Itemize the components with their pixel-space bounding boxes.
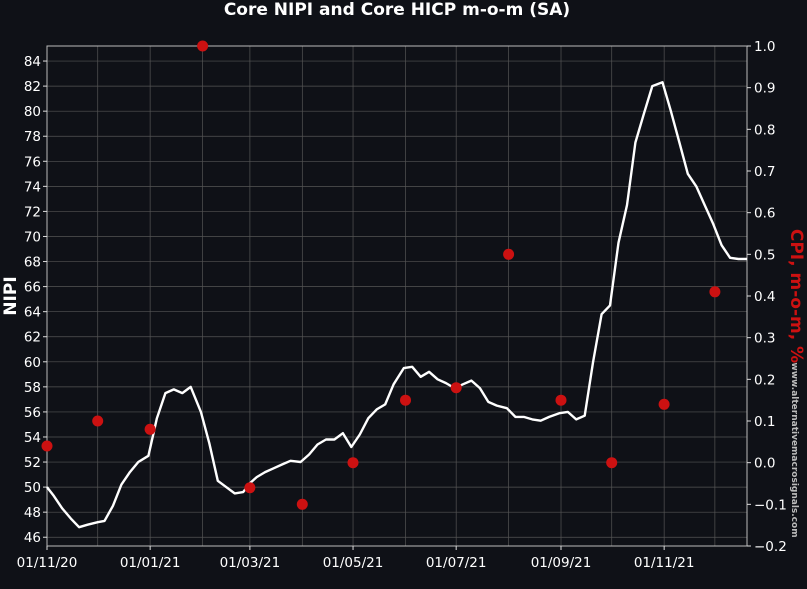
left-tick-label: 62	[24, 330, 41, 346]
cpi-point	[606, 457, 618, 469]
left-axis-label: NIPI	[1, 276, 21, 315]
left-tick-label: 76	[24, 154, 41, 170]
x-tick-label: 01/01/21	[120, 555, 181, 571]
cpi-point	[400, 394, 411, 406]
cpi-point	[450, 382, 462, 394]
right-tick-label: −0.2	[754, 539, 787, 555]
chart-title: Core NIPI and Core HICP m-o-m (SA)	[224, 0, 570, 20]
right-tick-label: −0.1	[754, 497, 787, 513]
right-tick-label: 1.0	[754, 39, 775, 55]
left-tick-label: 64	[24, 305, 41, 321]
right-tick-label: 0.5	[754, 247, 775, 263]
series-layer	[41, 40, 747, 529]
left-tick-label: 54	[24, 430, 41, 446]
left-tick-label: 66	[24, 280, 41, 296]
cpi-point	[144, 423, 156, 435]
left-tick-label: 56	[24, 405, 41, 421]
left-tick-label: 46	[24, 530, 41, 546]
x-tick-label: 01/05/21	[323, 555, 384, 571]
grid	[47, 46, 747, 546]
right-axis-ticks: −0.2 −0.1 0.0 0.1 0.2 0.3 0.4 0.5 0.6 0.7 0.8 0.9 1.…	[747, 39, 787, 555]
left-tick-label: 58	[24, 380, 41, 396]
cpi-point	[296, 498, 308, 510]
cpi-point	[555, 394, 567, 406]
left-tick-label: 74	[24, 179, 41, 195]
cpi-point	[197, 40, 209, 52]
x-tick-label: 01/03/21	[220, 555, 281, 571]
left-tick-label: 80	[24, 104, 41, 120]
left-tick-label: 82	[24, 79, 41, 95]
x-tick-label: 01/09/21	[531, 555, 592, 571]
cpi-point	[709, 286, 721, 298]
cpi-point	[658, 398, 670, 410]
left-tick-label: 70	[24, 229, 41, 245]
x-axis-ticks: 01/11/20 01/01/21 01/03/21 01/05/21 01/07/21…	[17, 546, 695, 571]
cpi-point	[41, 440, 53, 452]
left-tick-label: 84	[24, 54, 41, 70]
left-tick-label: 78	[24, 129, 41, 145]
cpi-point	[92, 415, 104, 427]
left-tick-label: 72	[24, 204, 41, 220]
left-axis-ticks: 46 48 50 52 54 56 58 60 62 64 66 68 70 72 74 76 78 80 82 84	[24, 54, 47, 546]
right-tick-label: 0.8	[754, 122, 775, 138]
watermark: www.alternativemacrosignals.com	[789, 362, 799, 537]
left-tick-label: 68	[24, 255, 41, 271]
cpi-point	[244, 482, 256, 494]
right-tick-label: 0.6	[754, 206, 775, 222]
right-tick-label: 0.4	[754, 289, 775, 305]
left-tick-label: 52	[24, 455, 41, 471]
left-tick-label: 60	[24, 355, 41, 371]
series-line-nipi	[46, 81, 747, 529]
right-tick-label: 0.2	[754, 372, 775, 388]
left-tick-label: 50	[24, 480, 41, 496]
right-axis-label: CPI, m-o-m, %	[786, 229, 806, 363]
right-tick-label: 0.9	[754, 81, 775, 97]
cpi-point	[503, 248, 515, 260]
right-tick-label: 0.3	[754, 331, 775, 347]
right-tick-label: 0.7	[754, 164, 775, 180]
cpi-point	[347, 457, 359, 469]
x-tick-label: 01/11/21	[634, 555, 695, 571]
right-tick-label: 0.0	[754, 456, 775, 472]
x-tick-label: 01/11/20	[17, 555, 78, 571]
right-tick-label: 0.1	[754, 414, 775, 430]
left-tick-label: 48	[24, 505, 41, 521]
x-tick-label: 01/07/21	[426, 555, 487, 571]
